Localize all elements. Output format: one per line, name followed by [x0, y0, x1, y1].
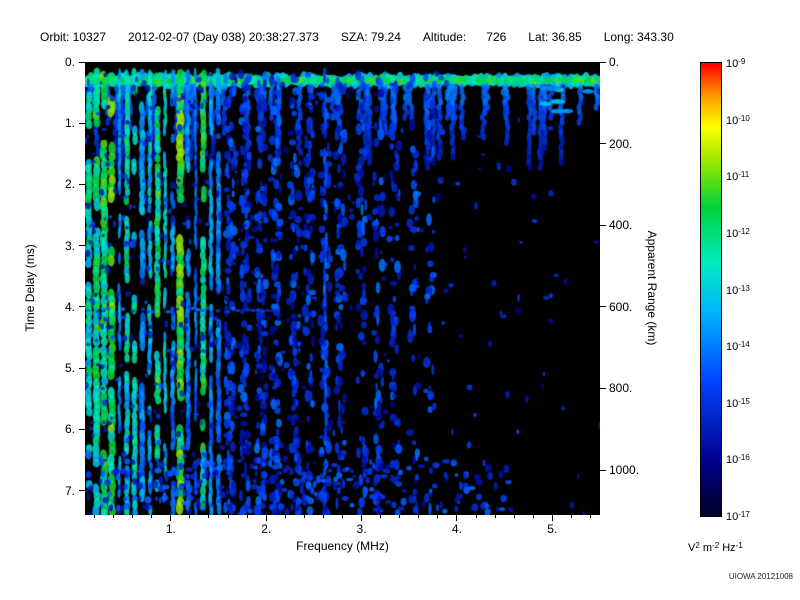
- y-tick-mark-right: [600, 469, 606, 471]
- x-minor-tick-mark: [418, 515, 420, 518]
- y-tick-label-right: 600.: [609, 299, 633, 314]
- colorbar-tick-label: 10-9: [726, 57, 746, 70]
- header-field-3: Altitude: 726: [422, 30, 507, 44]
- y-tick-label-left: 3.: [64, 238, 75, 253]
- x-tick-mark: [170, 515, 172, 521]
- colorbar-unit-label: V2 m-2 Hz-1: [688, 541, 743, 554]
- x-tick-mark: [456, 515, 458, 521]
- header-field-4: Lat: 36.85: [528, 30, 582, 44]
- y-tick-mark-left: [79, 245, 85, 247]
- x-tick-label: 4.: [451, 522, 462, 536]
- x-minor-tick-mark: [246, 515, 248, 518]
- y-tick-label-right: 1000.: [609, 463, 640, 478]
- x-minor-tick-mark: [151, 515, 153, 518]
- x-minor-tick-mark: [227, 515, 229, 518]
- x-tick-label: 5.: [547, 522, 558, 536]
- x-tick-label: 1.: [165, 522, 176, 536]
- y-tick-label-left: 6.: [64, 422, 75, 437]
- x-minor-tick-mark: [94, 515, 96, 518]
- y-tick-label-right: 800.: [609, 381, 633, 396]
- y-tick-mark-right: [600, 61, 606, 63]
- x-minor-tick-mark: [437, 515, 439, 518]
- y-tick-label-left: 5.: [64, 361, 75, 376]
- colorbar-tick-label: 10-11: [726, 170, 750, 184]
- y-axis-label-left: Time Delay (ms): [23, 244, 37, 332]
- y-tick-label-right: 0.: [609, 55, 620, 69]
- colorbar-tick-label: 10-15: [726, 396, 750, 410]
- x-minor-tick-mark: [342, 515, 343, 518]
- x-tick-label: 2.: [261, 522, 272, 536]
- colorbar-tick-label: 10-16: [726, 453, 750, 467]
- y-tick-mark-right: [600, 143, 606, 145]
- y-tick-label-left: 0.: [64, 55, 75, 69]
- y-tick-mark-left: [79, 122, 85, 124]
- y-tick-label-left: 2.: [64, 177, 75, 192]
- x-minor-tick-mark: [113, 515, 115, 518]
- x-minor-tick-mark: [189, 515, 191, 518]
- x-minor-tick-mark: [570, 515, 572, 518]
- x-minor-tick-mark: [513, 515, 515, 518]
- x-minor-tick-mark: [589, 515, 591, 518]
- x-minor-tick-mark: [284, 515, 286, 518]
- x-minor-tick-mark: [532, 515, 534, 518]
- colorbar-tick-label: 10-14: [726, 340, 750, 354]
- y-tick-label-right: 400.: [609, 218, 633, 233]
- x-minor-tick-mark: [303, 515, 305, 518]
- y-tick-mark-left: [79, 367, 85, 369]
- header-field-1: 2012-02-07 (Day 038) 20:38:27.373: [128, 30, 319, 44]
- colorbar-tick-label: 10-17: [726, 510, 750, 523]
- colorbar-canvas: [700, 62, 722, 517]
- y-tick-label-left: 1.: [64, 116, 75, 131]
- x-axis-label: Frequency (MHz): [296, 539, 389, 553]
- header-field-2: SZA: 79.24: [340, 30, 401, 44]
- x-minor-tick-mark: [399, 515, 401, 518]
- x-tick-mark: [551, 515, 553, 521]
- y-tick-mark-left: [79, 306, 85, 308]
- y-tick-label-left: 4.: [64, 299, 75, 314]
- x-tick-mark: [265, 515, 267, 521]
- x-minor-tick-mark: [380, 515, 382, 518]
- header-field-5: Long: 343.30: [603, 30, 674, 44]
- y-tick-mark-left: [79, 490, 85, 491]
- spectrogram-canvas: [85, 62, 600, 515]
- credit-text: UIOWA 20121008: [728, 572, 793, 581]
- y-axis-label-right: Apparent Range (km): [645, 230, 659, 346]
- x-minor-tick-mark: [132, 515, 134, 518]
- x-minor-tick-mark: [322, 515, 324, 518]
- y-tick-label-left: 7.: [64, 483, 75, 498]
- y-tick-mark-left: [79, 183, 85, 185]
- y-tick-mark-left: [79, 428, 85, 430]
- x-minor-tick-mark: [494, 515, 496, 518]
- colorbar-tick-label: 10-10: [726, 113, 750, 127]
- y-tick-mark-left: [79, 61, 85, 63]
- x-minor-tick-mark: [208, 515, 210, 518]
- y-tick-mark-right: [600, 306, 606, 308]
- x-tick-label: 3.: [356, 522, 367, 536]
- plot-header: Orbit: 10327 2012-02-07 (Day 038) 20:38:2…: [40, 30, 674, 44]
- y-tick-mark-right: [600, 387, 606, 389]
- y-tick-mark-right: [600, 224, 606, 226]
- colorbar-tick-label: 10-12: [726, 226, 750, 240]
- colorbar-tick-label: 10-13: [726, 283, 750, 297]
- x-minor-tick-mark: [475, 515, 477, 518]
- y-tick-label-right: 200.: [609, 136, 633, 151]
- x-tick-mark: [361, 515, 363, 521]
- header-field-0: Orbit: 10327: [40, 30, 107, 44]
